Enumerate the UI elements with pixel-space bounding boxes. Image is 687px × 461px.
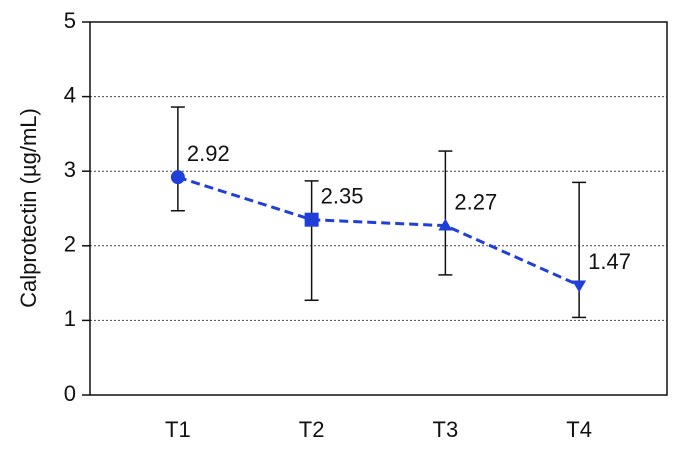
y-tick-label: 0: [64, 381, 76, 406]
y-tick-label: 5: [64, 8, 76, 33]
data-label: 2.35: [321, 184, 364, 209]
y-tick-label: 2: [64, 232, 76, 257]
data-label: 1.47: [588, 249, 631, 274]
x-tick-label: T2: [299, 417, 325, 442]
data-label: 2.92: [187, 141, 230, 166]
x-tick-label: T4: [566, 417, 592, 442]
marker: [438, 218, 453, 231]
marker: [572, 280, 587, 293]
y-tick-label: 1: [64, 306, 76, 331]
x-tick-label: T3: [433, 417, 459, 442]
marker: [304, 212, 319, 227]
y-tick-label: 4: [64, 82, 76, 107]
x-tick-label: T1: [165, 417, 191, 442]
marker: [170, 170, 185, 185]
data-line: [177, 175, 580, 287]
y-tick-label: 3: [64, 157, 76, 182]
plot-frame: [89, 21, 668, 396]
y-axis-label: Calprotectin (µg/mL): [16, 108, 41, 308]
data-label: 2.27: [454, 189, 497, 214]
